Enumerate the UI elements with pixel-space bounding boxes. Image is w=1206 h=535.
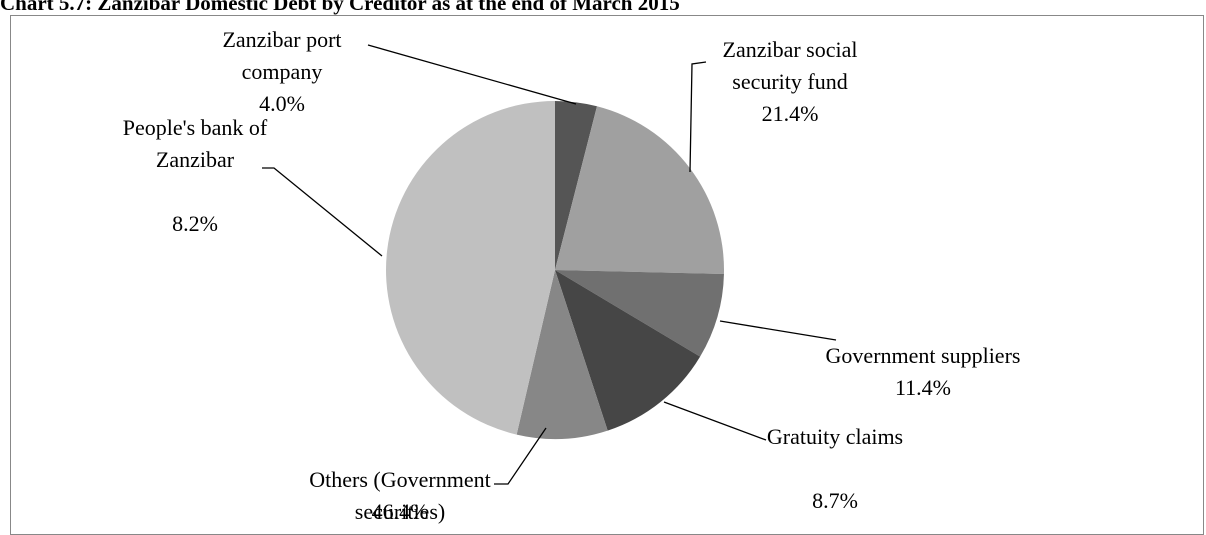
chart [262, 44, 837, 485]
value-label: 4.0% [259, 91, 305, 116]
slice-label: Gratuity claims [766, 424, 904, 449]
pie-slice [555, 270, 701, 431]
value-label: 46.4% [371, 499, 429, 524]
value-label: 8.2% [172, 211, 218, 236]
leader-line [262, 167, 383, 257]
value-label: 8.7% [812, 488, 858, 513]
slice-label: People's bank of Zanzibar [122, 115, 268, 172]
chart-title: Chart 5.7: Zanzibar Domestic Debt by Cre… [0, 0, 680, 15]
leader-line [494, 427, 547, 485]
pie-slice [555, 106, 724, 274]
value-label: 21.4% [761, 101, 819, 126]
slice-label: Others (Government securities) [309, 467, 491, 524]
pie-slice [555, 101, 597, 270]
slice-label: Government suppliers [825, 343, 1021, 368]
value-label: 11.4% [894, 375, 951, 400]
leader-line [367, 44, 577, 105]
leader-line [663, 401, 767, 441]
slice-label: Zanzibar social security fund [722, 37, 858, 94]
leader-line [719, 320, 837, 341]
leader-line [689, 61, 707, 173]
pie-slice [386, 101, 555, 435]
pie-slice [516, 270, 608, 439]
slice-label: Zanzibar port company [222, 27, 342, 84]
pie-slice [555, 270, 724, 357]
